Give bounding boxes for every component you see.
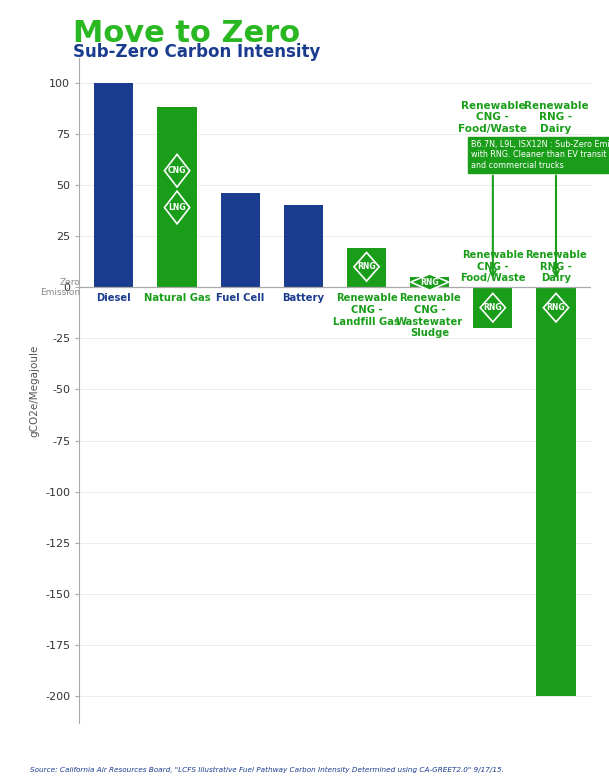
Text: Renewable
CNG -
Wastewater
Sludge: Renewable CNG - Wastewater Sludge — [396, 294, 463, 338]
Text: Sub-Zero Carbon Intensity: Sub-Zero Carbon Intensity — [73, 43, 320, 61]
Bar — [284, 205, 323, 287]
Text: RNG: RNG — [420, 277, 439, 287]
Text: LNG: LNG — [168, 203, 186, 212]
Text: Natural Gas: Natural Gas — [144, 294, 210, 303]
Polygon shape — [354, 253, 379, 281]
Bar — [473, 287, 512, 328]
Text: RNG: RNG — [547, 303, 565, 312]
Text: Renewable
CNG -
Landfill Gas: Renewable CNG - Landfill Gas — [333, 294, 400, 326]
Bar — [158, 107, 197, 287]
Bar — [537, 287, 576, 696]
Polygon shape — [410, 274, 449, 291]
Bar — [220, 193, 260, 287]
Polygon shape — [481, 294, 505, 322]
Text: Renewable
CNG -
Food/Waste: Renewable CNG - Food/Waste — [460, 250, 526, 283]
Bar — [410, 277, 449, 287]
Text: Renewable
CNG -
Food/Waste: Renewable CNG - Food/Waste — [459, 101, 527, 134]
Text: Diesel: Diesel — [97, 294, 131, 303]
Text: Renewable
RNG -
Dairy: Renewable RNG - Dairy — [524, 101, 588, 134]
Polygon shape — [164, 191, 189, 224]
Bar — [347, 249, 386, 287]
Text: Zero
Emission: Zero Emission — [40, 277, 80, 297]
Text: Fuel Cell: Fuel Cell — [216, 294, 264, 303]
Text: Source: California Air Resources Board, "LCFS Illustrative Fuel Pathway Carbon I: Source: California Air Resources Board, … — [30, 767, 504, 773]
Text: RNG: RNG — [357, 263, 376, 271]
Polygon shape — [164, 155, 189, 187]
Polygon shape — [543, 294, 569, 322]
Bar — [94, 83, 133, 287]
Text: Renewable
RNG -
Dairy: Renewable RNG - Dairy — [525, 250, 587, 283]
Text: Move to Zero: Move to Zero — [73, 19, 300, 48]
Y-axis label: gCO2e/Megajoule: gCO2e/Megajoule — [29, 344, 40, 437]
Text: B6.7N, L9L, ISX12N : Sub-Zero Emissions
with RNG. Cleaner than EV transit buses
: B6.7N, L9L, ISX12N : Sub-Zero Emissions … — [471, 140, 609, 170]
Text: RNG: RNG — [484, 303, 502, 312]
Text: CNG: CNG — [168, 166, 186, 175]
Text: Battery: Battery — [283, 294, 325, 303]
